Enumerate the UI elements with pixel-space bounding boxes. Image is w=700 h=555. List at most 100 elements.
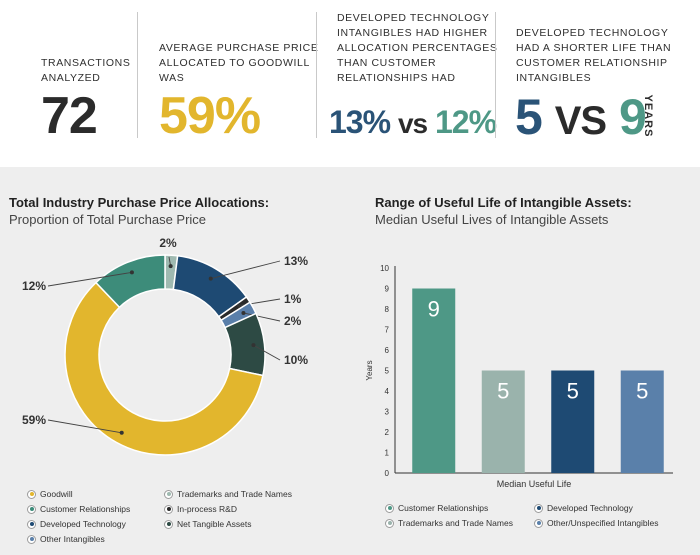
legend-label: Other/Unspecified Intangibles	[547, 518, 659, 528]
y-tick-label: 2	[385, 428, 390, 437]
donut-leader-dot	[237, 303, 242, 308]
legend-item: Developed Technology	[534, 503, 633, 513]
y-tick-label: 6	[385, 346, 390, 355]
legend-swatch	[27, 519, 36, 529]
donut-leader-dot	[251, 343, 256, 348]
donut-slice	[94, 254, 166, 309]
stat-devtech-pct: 13%	[329, 104, 391, 140]
bar	[481, 370, 525, 473]
charts-band: Total Industry Purchase Price Allocation…	[0, 167, 700, 555]
x-axis-label: Median Useful Life	[497, 479, 572, 489]
legend-label: Developed Technology	[547, 503, 633, 513]
legend-swatch	[27, 534, 36, 544]
legend-label: Developed Technology	[40, 519, 126, 529]
stat-vs: VS	[554, 99, 607, 143]
donut-leader-line	[210, 260, 281, 280]
donut-slice	[64, 281, 264, 456]
legend-swatch	[534, 503, 543, 513]
caption-line: HAD A SHORTER LIFE THAN	[516, 42, 672, 54]
legend-label: Other Intangibles	[40, 534, 105, 544]
legend-swatch	[385, 503, 394, 513]
donut-slice-label: 59%	[22, 413, 46, 427]
caption-line: ANALYZED	[41, 72, 101, 84]
donut-slice-label: 1%	[284, 292, 302, 306]
legend-item: In-process R&D	[164, 504, 237, 514]
caption-line: THAN CUSTOMER	[337, 57, 437, 69]
legend-swatch	[27, 504, 36, 514]
legend-label: Customer Relationships	[40, 504, 131, 514]
legend-item: Other/Unspecified Intangibles	[534, 518, 659, 528]
stat-goodwill-caption: AVERAGE PURCHASE PRICE ALLOCATED TO GOOD…	[159, 41, 318, 86]
legend-swatch	[27, 489, 36, 499]
legend-item: Other Intangibles	[27, 534, 105, 544]
stat-customer-pct: 12%	[434, 104, 497, 140]
donut-leader-line	[253, 344, 281, 361]
legend-item: Developed Technology	[27, 519, 126, 529]
bar	[620, 370, 664, 473]
stat-life-value: 5 VS 9	[515, 88, 647, 146]
caption-line: DEVELOPED TECHNOLOGY	[337, 12, 490, 24]
caption-line: AVERAGE PURCHASE PRICE	[159, 42, 319, 54]
stat-devtech-value: 13% vs 12%	[329, 104, 497, 141]
donut-leader-line	[47, 271, 132, 287]
bar-chart: 0 1 2 3 4 5 6 7 8 9 10 Years Median Useful Life 9 5 5 5	[365, 264, 673, 489]
donut-leader-dot	[119, 430, 124, 435]
legend-label: Customer Relationships	[398, 503, 489, 513]
caption-line: WAS	[159, 72, 185, 84]
caption-line: ALLOCATED TO GOODWILL	[159, 57, 310, 69]
y-tick-label: 10	[380, 264, 389, 273]
y-tick-label: 8	[385, 305, 390, 314]
stat-life-devtech: 5	[515, 89, 543, 145]
donut-slice-label: 2%	[159, 237, 177, 250]
y-tick-label: 1	[385, 449, 390, 458]
stat-transactions-value: 72	[41, 87, 98, 145]
donut-leader-dot	[208, 276, 213, 281]
caption-line: INTANGIBLES	[516, 72, 592, 84]
legend-item: Trademarks and Trade Names	[385, 518, 513, 528]
caption-line: ALLOCATION PERCENTAGES	[337, 42, 498, 54]
bar-panel-title: Range of Useful Life of Intangible Asset…	[375, 195, 632, 210]
legend-item: Customer Relationships	[27, 504, 130, 514]
divider	[137, 12, 138, 138]
bar-value-label: 5	[567, 379, 579, 404]
caption-line: DEVELOPED TECHNOLOGY	[516, 27, 669, 39]
legend-swatch	[385, 518, 394, 528]
donut-leader-dot	[241, 310, 246, 315]
stat-transactions-caption: TRANSACTIONS ANALYZED	[41, 56, 130, 86]
y-tick-label: 9	[385, 285, 390, 294]
caption-line: INTANGIBLES HAD HIGHER	[337, 27, 488, 39]
legend-swatch	[164, 519, 173, 529]
bar-value-label: 5	[497, 379, 509, 404]
pie-panel-title: Total Industry Purchase Price Allocation…	[9, 195, 270, 210]
donut-leader-dot	[129, 270, 134, 275]
stat-life-unit-wrap: YEARS	[641, 95, 655, 139]
bar-value-label: 5	[636, 379, 648, 404]
legend-item: Trademarks and Trade Names	[164, 489, 292, 499]
donut-leader-line	[47, 419, 122, 434]
legend-item: Customer Relationships	[385, 503, 488, 513]
caption-line: RELATIONSHIPS HAD	[337, 72, 456, 84]
pie-legend: Goodwill Trademarks and Trade Names Custom…	[0, 167, 340, 555]
legend-label: Trademarks and Trade Names	[177, 489, 292, 499]
donut-slice-label: 12%	[22, 279, 46, 293]
legend-label: Trademarks and Trade Names	[398, 518, 513, 528]
y-tick-label: 5	[385, 367, 390, 376]
legend-label: Net Tangible Assets	[177, 519, 252, 529]
legend-swatch	[164, 504, 173, 514]
y-axis-label: Years	[365, 360, 374, 380]
donut-leader-dot	[168, 264, 173, 269]
bar	[551, 370, 595, 473]
caption-line: CUSTOMER RELATIONSHIP	[516, 57, 668, 69]
bar-value-label: 9	[428, 297, 440, 322]
legend-swatch	[164, 489, 173, 499]
donut-slice-label: 2%	[284, 314, 302, 328]
stat-life-unit: YEARS	[642, 94, 654, 138]
bar-panel-subtitle: Median Useful Lives of Intangible Assets	[375, 212, 609, 227]
caption-line: TRANSACTIONS	[41, 57, 131, 69]
donut-slice-label: 13%	[284, 254, 308, 268]
stats-band: TRANSACTIONS ANALYZED 72 AVERAGE PURCHAS…	[0, 0, 700, 167]
divider	[316, 12, 317, 138]
stat-vs: vs	[397, 108, 428, 139]
y-tick-label: 3	[385, 408, 390, 417]
legend-item: Goodwill	[27, 489, 73, 499]
